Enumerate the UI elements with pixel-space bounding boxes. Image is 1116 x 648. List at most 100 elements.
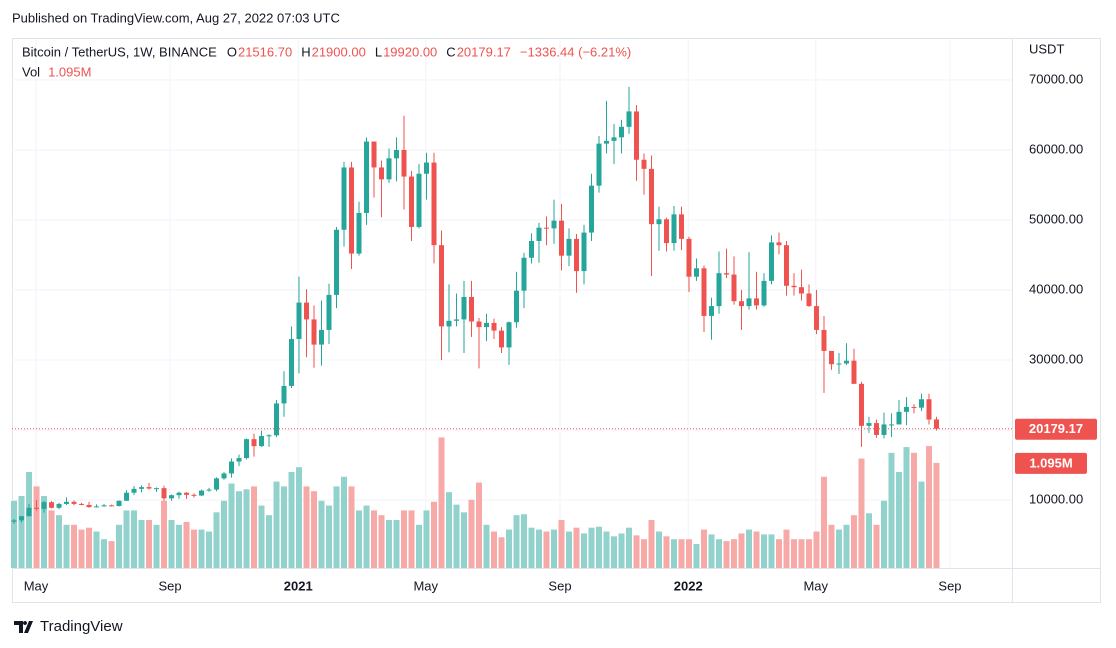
volume-bar xyxy=(640,539,647,568)
candle-body xyxy=(311,319,317,345)
candle-body xyxy=(356,212,362,254)
y-tick-label: 70000.00 xyxy=(1029,71,1083,86)
volume-bar xyxy=(288,472,295,568)
candle-body xyxy=(701,268,707,316)
volume-bar xyxy=(910,452,917,568)
volume-bar xyxy=(715,539,722,568)
candles xyxy=(11,86,939,524)
volume-bar xyxy=(738,533,745,568)
chart-frame xyxy=(12,38,1101,603)
y-tick-label: 50000.00 xyxy=(1029,211,1083,226)
candle-body xyxy=(401,149,407,177)
tv-logo xyxy=(14,621,33,633)
candle-body xyxy=(783,245,789,286)
candle-body xyxy=(626,111,632,127)
volume-bar xyxy=(543,531,550,568)
volume-bar xyxy=(393,520,400,568)
x-tick-label: May xyxy=(803,578,828,593)
volume-bar xyxy=(895,472,902,568)
volume-bar xyxy=(903,447,910,568)
volume-bar xyxy=(603,531,610,568)
volume-bar xyxy=(266,515,273,568)
legend-value: 19920.00 xyxy=(383,44,437,59)
legend-value: 20179.17 xyxy=(457,44,511,59)
y-unit: USDT xyxy=(1029,41,1064,56)
legend-key: O xyxy=(227,44,237,59)
volume-bar xyxy=(678,539,685,568)
volume-bar xyxy=(78,529,85,568)
candle-body xyxy=(424,162,430,174)
candle-body xyxy=(573,238,579,272)
volume-bar xyxy=(386,520,393,568)
candle-body xyxy=(716,273,722,307)
candle-body xyxy=(903,406,909,412)
candle-body xyxy=(551,220,557,229)
volume-bar xyxy=(191,529,198,568)
volume-bar xyxy=(153,524,160,568)
volume-bar xyxy=(873,524,880,568)
volume-bar xyxy=(610,536,617,568)
volume-bar xyxy=(633,535,640,568)
candle-body xyxy=(881,424,887,435)
volume-bar xyxy=(783,529,790,568)
x-tick-label: May xyxy=(413,578,438,593)
volume-bar xyxy=(243,489,250,568)
candle-body xyxy=(296,302,302,340)
volume-bar xyxy=(341,476,348,568)
candle-body xyxy=(169,495,175,499)
candle-body xyxy=(768,242,774,281)
volume-bar xyxy=(461,512,468,568)
volume-bar xyxy=(595,526,602,568)
volume-bar xyxy=(408,510,415,568)
candle-body xyxy=(221,473,227,479)
volume-bar xyxy=(798,539,805,568)
volume-bar xyxy=(760,534,767,568)
candle-body xyxy=(124,492,130,501)
volume-bar xyxy=(296,467,303,568)
volume-bar xyxy=(805,539,812,568)
candle-body xyxy=(693,268,699,277)
candle-body xyxy=(319,329,325,345)
candle-body xyxy=(753,298,759,306)
candle-body xyxy=(289,339,295,386)
candle-body xyxy=(828,350,834,365)
candle-body xyxy=(858,383,864,426)
volume-bar xyxy=(416,524,423,568)
candle-body xyxy=(671,214,677,244)
candle-body xyxy=(798,287,804,294)
candle-body xyxy=(364,141,370,213)
candle-body xyxy=(206,489,212,491)
volume-bar xyxy=(333,486,340,568)
candle-body xyxy=(491,322,497,331)
price-label-box xyxy=(1015,418,1097,440)
volume-bar xyxy=(318,500,325,568)
candle-body xyxy=(161,488,167,499)
candle-body xyxy=(176,492,182,496)
candle-body xyxy=(708,306,714,316)
volume-bar xyxy=(865,513,872,568)
volume-bars xyxy=(11,437,940,568)
candle-body xyxy=(611,137,617,141)
volume-bar xyxy=(550,529,557,568)
candle-body xyxy=(558,220,564,256)
candle-body xyxy=(431,162,437,246)
price-label: 20179.17 xyxy=(1029,421,1083,436)
volume-bar xyxy=(768,534,775,568)
candle-body xyxy=(761,280,767,306)
candle-body xyxy=(528,240,534,258)
volume-bar xyxy=(56,515,63,568)
volume-bar xyxy=(213,512,220,568)
volume-bar xyxy=(311,491,318,568)
volume-bar xyxy=(700,529,707,568)
candle-body xyxy=(484,322,490,328)
volume-bar xyxy=(835,529,842,568)
volume-bar xyxy=(108,541,115,568)
candle-body xyxy=(469,296,475,322)
volume-bar xyxy=(558,520,565,568)
candle-body xyxy=(86,504,92,508)
volume-bar xyxy=(251,486,258,568)
candle-body xyxy=(26,507,32,517)
volume-bar xyxy=(236,491,243,568)
candle-body xyxy=(581,232,587,272)
y-tick-label: 10000.00 xyxy=(1029,492,1083,507)
